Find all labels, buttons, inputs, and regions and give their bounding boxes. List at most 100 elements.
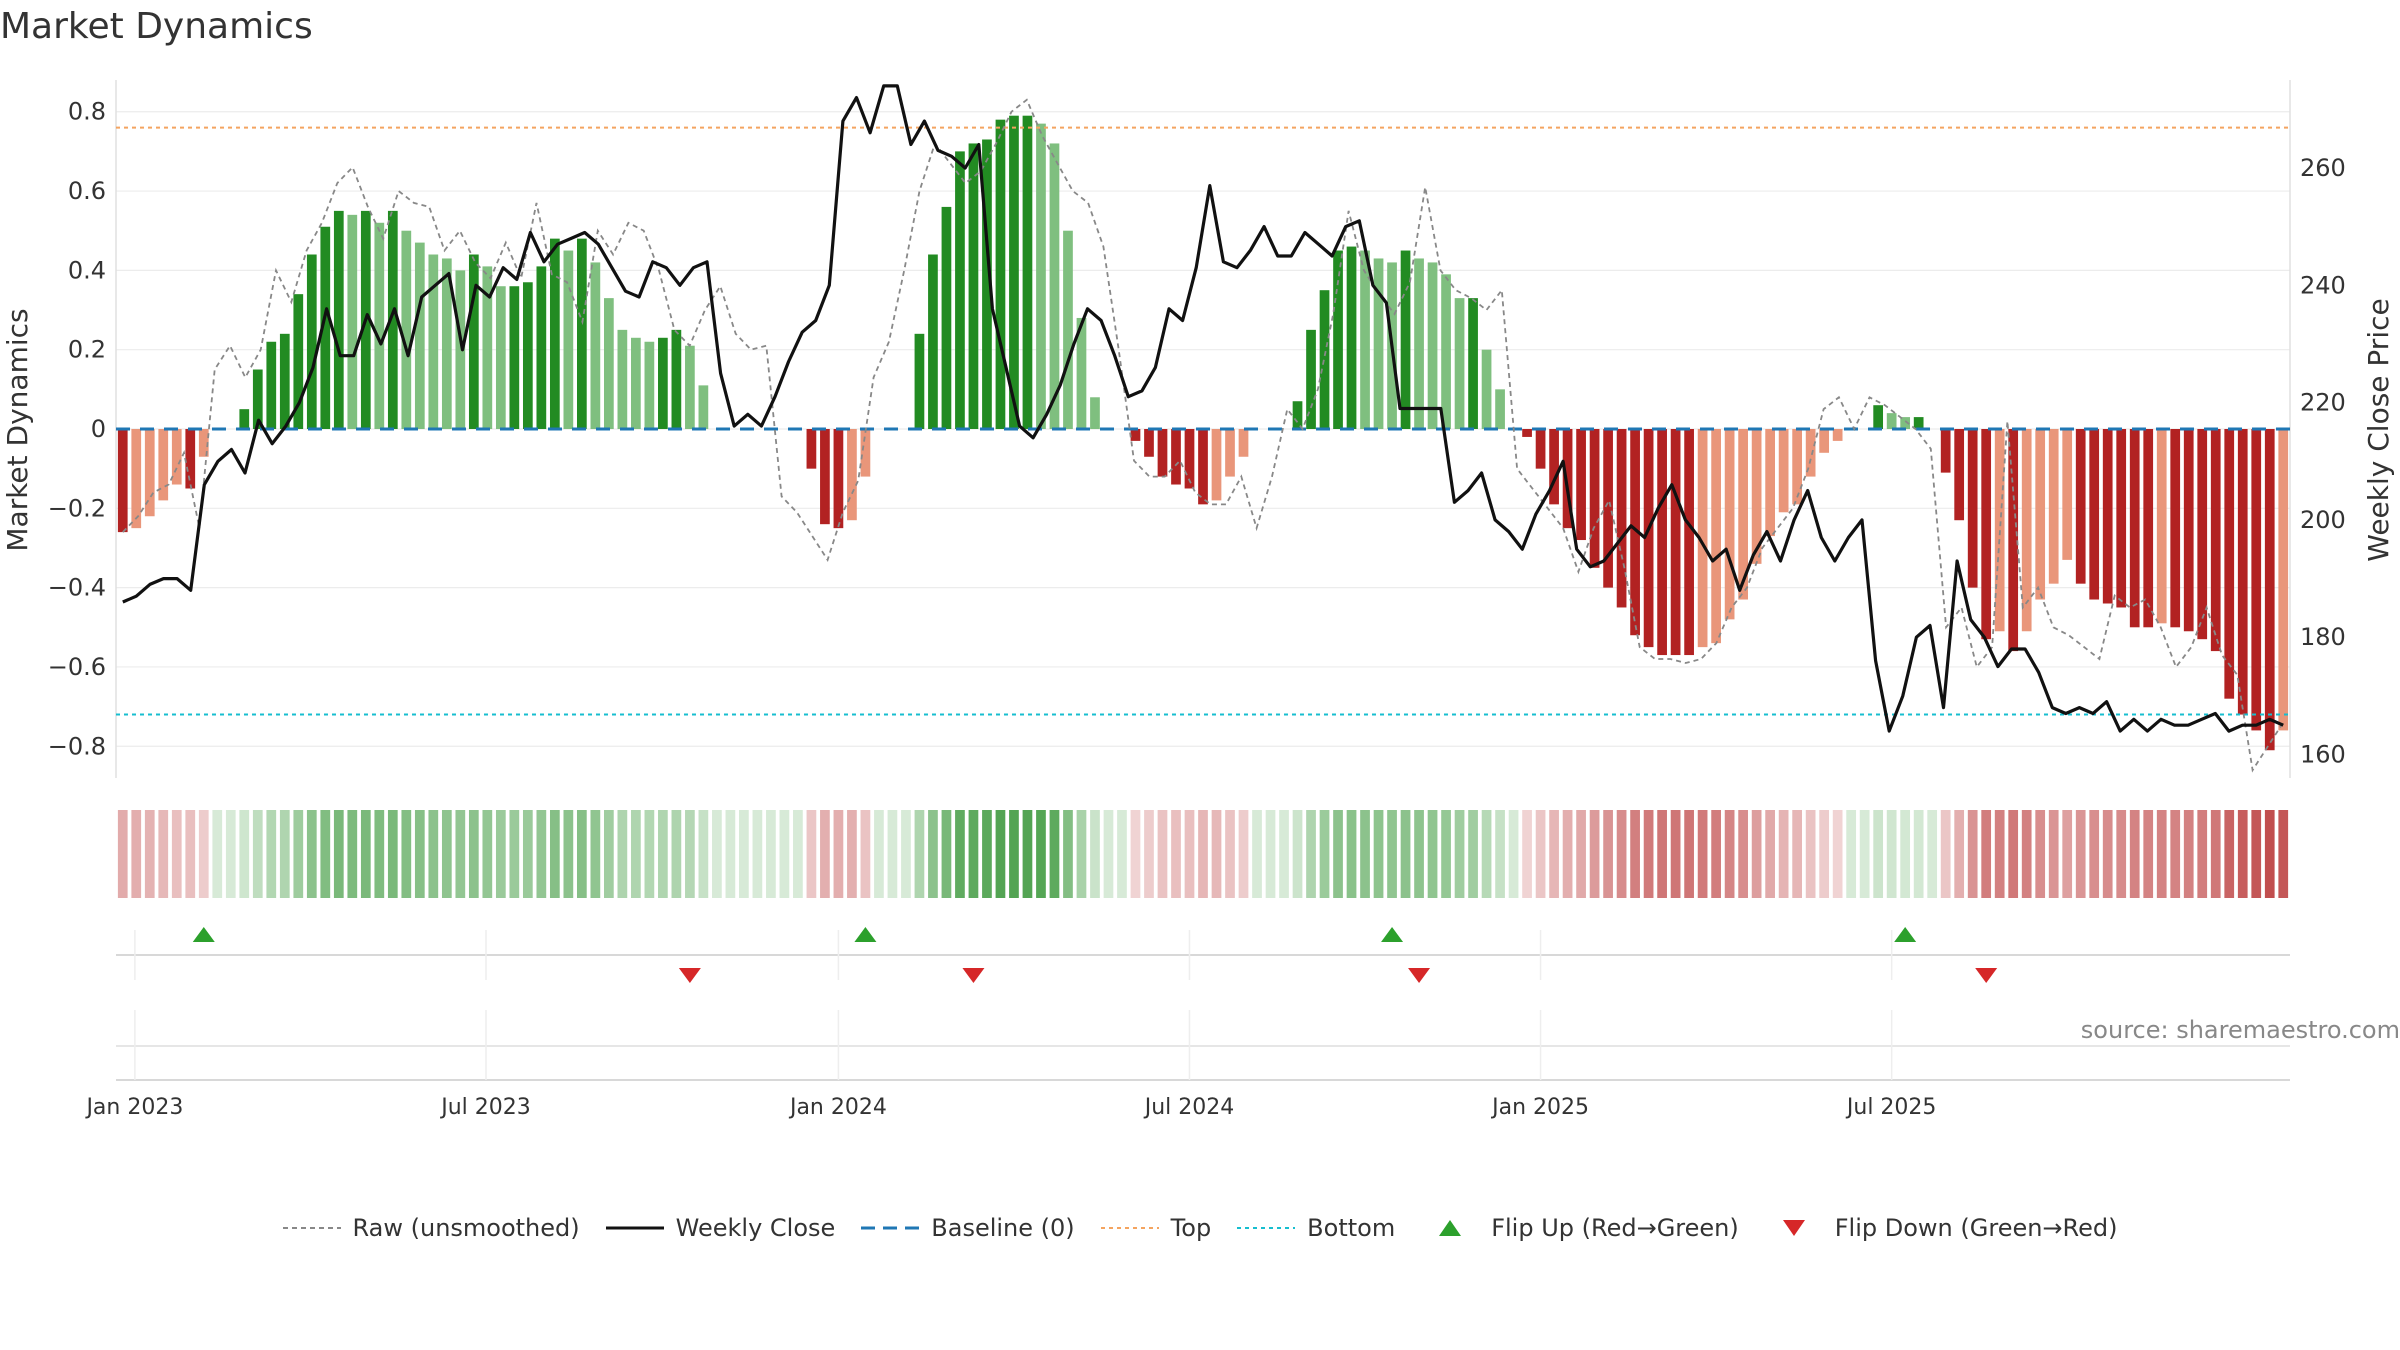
heat-strip-cell	[1886, 810, 1897, 898]
dynamics-bar	[2129, 429, 2140, 628]
y-left-tick-label: 0.6	[68, 177, 106, 205]
y-left-tick-label: −0.4	[48, 574, 106, 602]
heat-strip-cell	[2183, 810, 2194, 898]
heat-strip-cell	[333, 810, 344, 898]
legend-label-flip-down: Flip Down (Green→Red)	[1834, 1214, 2118, 1242]
legend-item-top: Top	[1100, 1214, 1212, 1242]
heat-strip-cell	[1117, 810, 1127, 898]
heat-strip-cell	[1441, 810, 1451, 898]
dynamics-bar	[1157, 429, 1168, 477]
dynamics-bar	[1940, 429, 1951, 473]
dynamics-bar	[1333, 250, 1343, 429]
legend-item-bottom: Bottom	[1237, 1214, 1395, 1242]
heat-strip-cell	[2035, 810, 2046, 898]
dynamics-bar	[2251, 429, 2262, 731]
heat-strip-cell	[1238, 810, 1249, 898]
dynamics-bar	[1819, 429, 1830, 453]
dynamics-bar	[2224, 429, 2235, 699]
heat-strip-cell	[1846, 810, 1857, 898]
heat-strip-cell	[2143, 810, 2154, 898]
heat-strip-cell	[1535, 810, 1546, 898]
dynamics-bar	[1994, 429, 2005, 632]
heat-strip-cell	[1994, 810, 2005, 898]
heat-strip-cell	[1805, 810, 1816, 898]
dynamics-bar	[1670, 429, 1681, 656]
heat-strip-cell	[225, 810, 236, 898]
heat-strip-cell	[1643, 810, 1654, 898]
dynamics-bar	[482, 266, 493, 429]
heat-strip-cell	[468, 810, 479, 898]
heat-strip-cell	[1562, 810, 1573, 898]
legend-item-baseline: Baseline (0)	[861, 1214, 1075, 1242]
heat-strip-cell	[1684, 810, 1694, 898]
y-left-axis-title: Market Dynamics	[1, 308, 34, 551]
triangle-down-icon	[1765, 1218, 1823, 1238]
dynamics-bar	[1954, 429, 1965, 521]
dynamics-bar	[590, 262, 601, 429]
dynamics-bar	[833, 429, 844, 529]
dynamics-bar	[1873, 405, 1884, 429]
heat-strip-cell	[1711, 810, 1721, 898]
legend-label-flip-up: Flip Up (Red→Green)	[1491, 1214, 1739, 1242]
heat-strip-cell	[874, 810, 884, 898]
dynamics-bar	[604, 298, 614, 429]
heat-strip-cell	[1063, 810, 1073, 898]
dynamics-bar	[2062, 429, 2073, 560]
heat-strip-cell	[1319, 810, 1330, 898]
dynamics-bar	[968, 143, 979, 430]
heat-strip-cell	[1630, 810, 1640, 898]
dynamics-bar	[914, 333, 925, 429]
legend-label-top: Top	[1170, 1214, 1212, 1242]
flip-up-marker	[192, 927, 215, 942]
dynamics-bar	[1319, 290, 1330, 429]
legend-item-flip-down: Flip Down (Green→Red)	[1765, 1214, 2118, 1242]
dynamics-bar	[806, 429, 817, 469]
heat-strip-cell	[509, 810, 520, 898]
heat-strip-cell	[144, 810, 155, 898]
dynamics-bar	[1414, 258, 1424, 429]
dynamics-bar	[563, 250, 574, 429]
dynamics-bar	[239, 409, 250, 429]
heat-strip-cell	[1751, 810, 1762, 898]
heat-strip-cell	[1940, 810, 1951, 898]
heat-strip-cell	[1171, 810, 1181, 898]
close-line-swatch	[605, 1218, 664, 1238]
heat-strip-cell	[131, 810, 142, 898]
heat-strip-cell	[2075, 810, 2086, 898]
dynamics-bar	[2156, 429, 2167, 624]
dynamics-bar	[1063, 230, 1073, 429]
y-right-tick-label: 220	[2300, 389, 2346, 417]
dynamics-bar	[414, 242, 425, 429]
heat-strip-cell	[1792, 810, 1802, 898]
dynamics-bar	[1036, 123, 1046, 429]
weekly-close-line	[122, 84, 2284, 733]
heat-strip-cell	[1778, 810, 1789, 898]
heat-strip-cell	[698, 810, 709, 898]
heat-strip-cell	[1616, 810, 1627, 898]
dynamics-bar	[1967, 429, 1978, 588]
dynamics-bar	[401, 230, 412, 429]
heat-strip-cell	[1967, 810, 1978, 898]
heat-strip-cell	[1981, 810, 1992, 898]
dynamics-bar	[333, 210, 344, 429]
dynamics-bar	[1400, 250, 1411, 429]
dynamics-bar	[1589, 429, 1600, 568]
heat-strip-cell	[441, 810, 452, 898]
heat-strip-cell	[1427, 810, 1438, 898]
heat-strip-cell	[2102, 810, 2113, 898]
heat-strip-cell	[712, 810, 722, 898]
heat-strip-cell	[1184, 810, 1195, 898]
dynamics-bar	[2237, 429, 2248, 715]
heat-strip-cell	[1103, 810, 1114, 898]
dynamics-bar	[1346, 246, 1357, 429]
x-tick-label: Jul 2025	[1845, 1095, 1937, 1120]
heat-strip-cell	[1225, 810, 1235, 898]
dynamics-bar	[820, 429, 830, 525]
dynamics-bar	[1090, 397, 1100, 429]
heat-strip-cell	[252, 810, 263, 898]
heat-strip-cell	[1454, 810, 1465, 898]
heat-strip-cell	[995, 810, 1006, 898]
heat-strip-cell	[1481, 810, 1492, 898]
heat-strip-cell	[685, 810, 695, 898]
dynamics-bar	[955, 151, 965, 430]
